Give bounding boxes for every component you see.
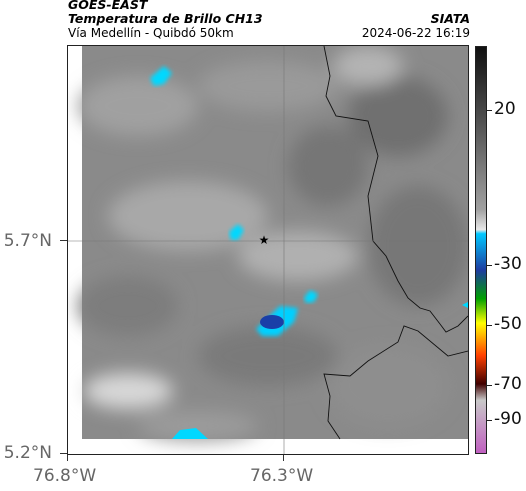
- x-label-76.8: 76.8°W: [33, 466, 97, 486]
- timestamp: 2024-06-22 16:19: [361, 26, 470, 40]
- y-label-5.7: 5.7°N: [3, 231, 52, 251]
- colorbar: [475, 46, 487, 454]
- y-tick: [60, 453, 67, 454]
- brightness-temperature-field: [78, 46, 468, 441]
- colorbar-tick: [487, 325, 492, 326]
- colorbar-tick: [487, 110, 492, 111]
- header-left: GOES-EAST Temperatura de Brillo CH13 Vía…: [68, 0, 263, 40]
- country-border: [323, 46, 468, 333]
- x-tick: [67, 455, 68, 461]
- satellite-name: GOES-EAST: [68, 0, 148, 12]
- colorbar-tick: [487, 385, 492, 386]
- colorbar-label: -50: [494, 314, 522, 334]
- colorbar-label: -70: [494, 374, 522, 394]
- y-label-5.2: 5.2°N: [3, 443, 52, 463]
- star-icon: ★: [259, 233, 270, 247]
- header-right: SIATA 2024-06-22 16:19: [361, 11, 470, 41]
- colorbar-label: -30: [494, 254, 522, 274]
- colorbar-label: 20: [494, 99, 516, 119]
- x-label-76.3: 76.3°W: [250, 466, 314, 486]
- x-tick: [283, 455, 284, 461]
- map-panel[interactable]: ★: [67, 45, 469, 455]
- satellite-image: ★: [68, 46, 468, 454]
- cold-cloud-tops: [150, 66, 468, 439]
- colorbar-label: -90: [494, 409, 522, 429]
- colorbar-tick: [487, 420, 492, 421]
- region-label: Vía Medellín - Quibdó 50km: [68, 26, 234, 40]
- brand-label: SIATA: [430, 11, 470, 26]
- y-tick: [60, 240, 67, 241]
- department-border: [323, 325, 468, 440]
- product-title: Temperatura de Brillo CH13: [68, 11, 263, 26]
- colorbar-tick: [487, 265, 492, 266]
